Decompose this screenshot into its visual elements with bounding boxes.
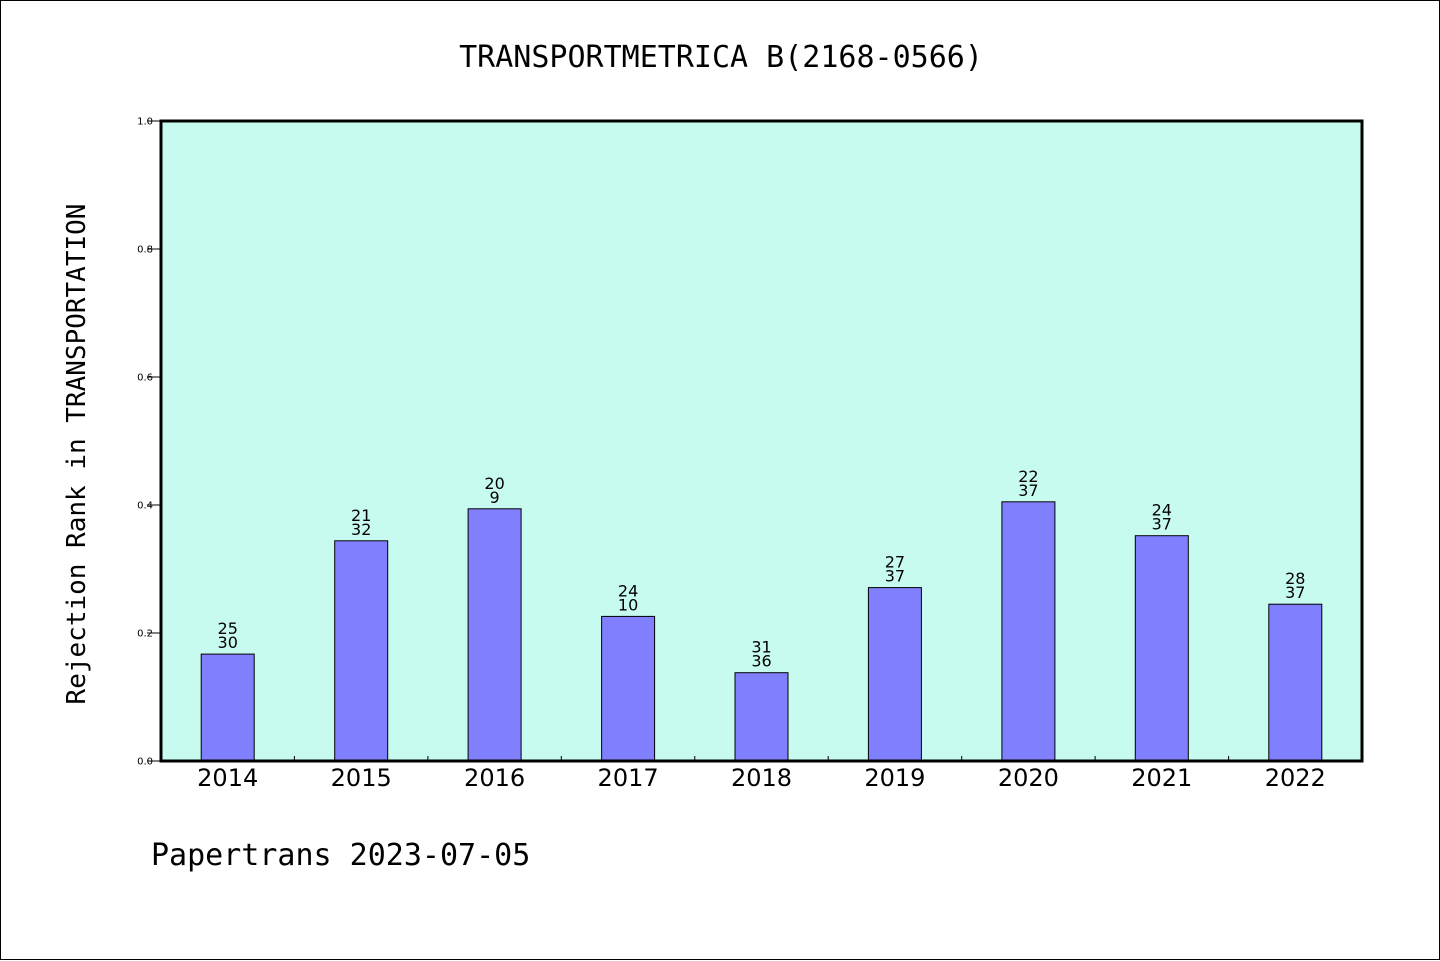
bar-label-total-2020: 37 [1018,481,1038,500]
plot-border [159,119,1364,763]
x-tick-label-2014: 2014 [197,764,258,792]
bar-label-rank-2019: 27 [885,553,905,572]
bar-2021 [1134,535,1189,762]
bar-label-rank-2014: 25 [218,619,238,638]
bar-label-rank-2016: 20 [484,474,504,493]
bar-2017 [601,615,656,762]
bar-2019 [867,587,922,762]
ticks-layer: 2014 2015 2016 2017 2018 2019 2020 2021 20220.00… [137,117,1326,793]
bar-label-total-2017: 10 [618,595,638,614]
bar-2016 [467,508,522,762]
y-tick-label-0.4: 0.4 [137,501,153,512]
x-tick-label-2019: 2019 [864,764,925,792]
bar-label-rank-2020: 22 [1018,467,1038,486]
x-tick-label-2020: 2020 [998,764,1059,792]
bar-label-total-2015: 32 [351,520,371,539]
bar-2014 [200,653,255,762]
bar-label-rank-2015: 21 [351,506,371,525]
x-tick-label-2017: 2017 [598,764,659,792]
bar-label-rank-2018: 31 [751,638,771,657]
bar-label-rank-2022: 28 [1285,569,1305,588]
x-tick-label-2015: 2015 [331,764,392,792]
bar-2015 [334,540,389,762]
bar-2022 [1268,603,1323,762]
bar-2018 [734,672,789,762]
y-tick-label-0.2: 0.2 [137,629,153,640]
bar-label-total-2021: 37 [1152,515,1172,534]
chart-title: TRANSPORTMETRICA B(2168-0566) [459,40,983,75]
x-tick-label-2018: 2018 [731,764,792,792]
bar-label-rank-2017: 24 [618,581,638,600]
x-tick-label-2016: 2016 [464,764,525,792]
x-tick-label-2022: 2022 [1265,764,1326,792]
bar-2020 [1001,501,1056,762]
bars-layer [200,501,1323,762]
y-axis-label: Rejection Rank in TRANSPORTATION [62,204,92,705]
y-tick-label-1.0: 1.0 [137,117,153,128]
y-tick-label-0.8: 0.8 [137,245,153,256]
bar-label-total-2014: 30 [218,633,238,652]
y-tick-label-0.0: 0.0 [137,757,153,768]
bar-label-total-2016: 9 [490,488,500,507]
bar-label-total-2019: 37 [885,567,905,586]
bar-label-total-2022: 37 [1285,583,1305,602]
bar-label-total-2018: 36 [751,652,771,671]
y-tick-label-0.6: 0.6 [137,373,153,384]
bar-label-rank-2021: 24 [1152,501,1172,520]
footer-watermark: Papertrans 2023-07-05 [151,838,530,873]
x-tick-label-2021: 2021 [1131,764,1192,792]
